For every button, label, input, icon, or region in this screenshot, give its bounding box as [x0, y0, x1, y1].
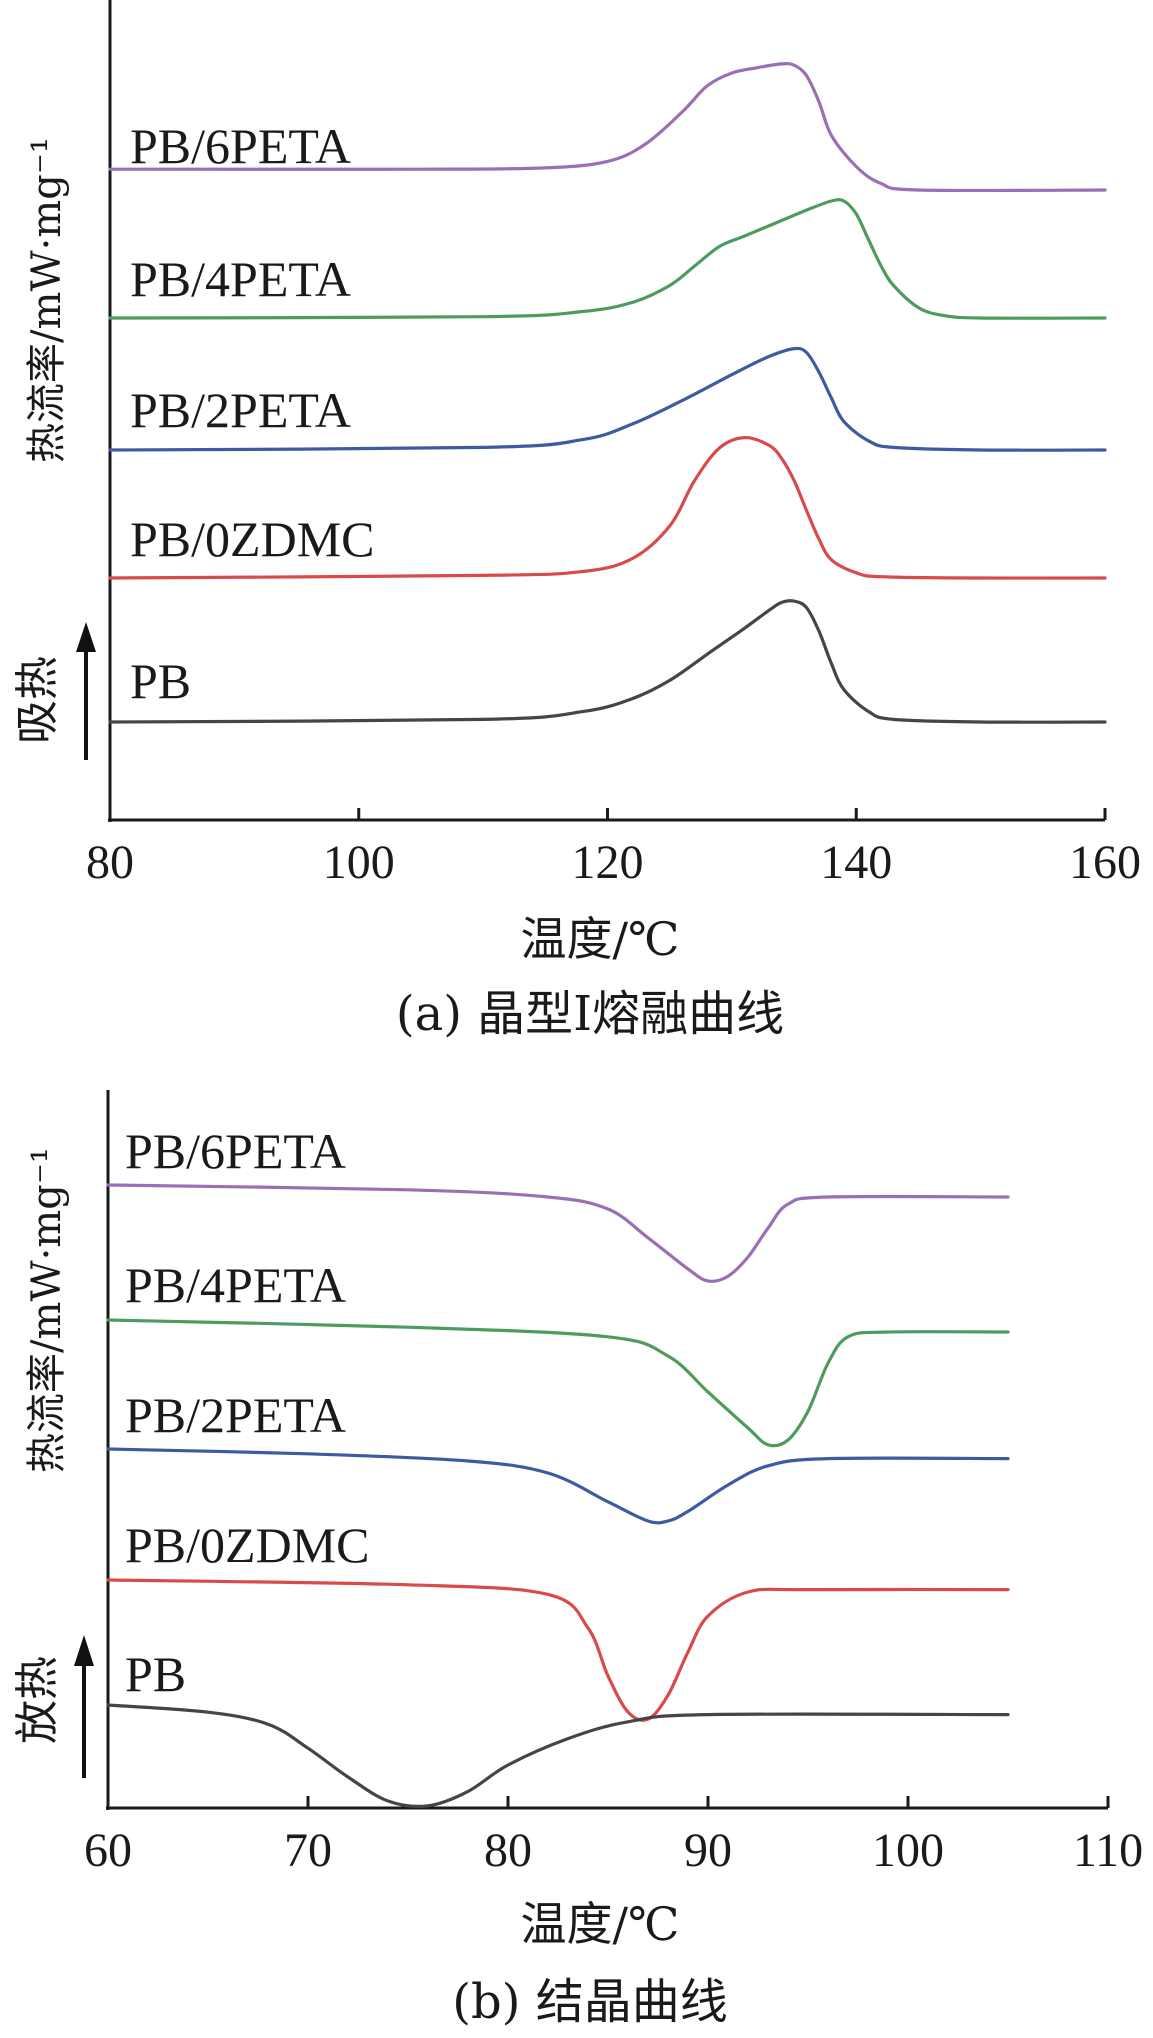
panel-a-series-label-pb: PB — [130, 653, 191, 709]
panel-a-series-label-pb-0zdmc: PB/0ZDMC — [130, 511, 375, 567]
panel-a: 80 100 120 140 160 PB/6PETAPB/4PETAPB/2PETAP… — [12, 0, 1141, 1042]
panel-a-series-label-pb-2peta: PB/2PETA — [130, 382, 351, 438]
panel-b-y-axis-title: 热流率/mW·mg⁻¹ — [24, 1147, 70, 1473]
panel-b-x-tick-label: 90 — [684, 1824, 732, 1877]
panel-b-series-line-pb-2peta — [106, 1447, 1010, 1525]
panel-a-x-tick-label: 160 — [1069, 836, 1141, 889]
panel-a-x-tick-label: 140 — [820, 836, 892, 889]
panel-a-direction-indicator: 吸热 — [12, 622, 96, 760]
panel-b-x-axis-title: 温度/℃ — [521, 1897, 680, 1951]
panel-b-direction-arrowhead — [74, 1635, 94, 1666]
panel-a-series-line-pb-0zdmc — [108, 435, 1107, 580]
panel-b-series-label-pb-2peta: PB/2PETA — [125, 1387, 346, 1443]
panel-b-caption: (b) 结晶曲线 — [452, 1974, 727, 2030]
panel-a-series-line-pb-2peta — [108, 346, 1107, 452]
panel-a-series-line-pb-4peta — [108, 198, 1107, 320]
panel-a-x-tick-label: 80 — [86, 836, 134, 889]
panel-b-series-label-pb-0zdmc: PB/0ZDMC — [125, 1517, 370, 1573]
panel-b-series-line-pb-0zdmc — [106, 1578, 1010, 1722]
panel-b-x-tick-label: 70 — [284, 1824, 332, 1877]
panel-a-direction-label: 吸热 — [12, 656, 63, 744]
panel-b-direction-label: 放热 — [12, 1656, 63, 1744]
panel-a-ticks: 80 100 120 140 160 — [86, 808, 1141, 889]
panel-a-series-line-pb — [108, 599, 1107, 724]
panel-b-series-label-pb-6peta: PB/6PETA — [125, 1123, 346, 1179]
panel-a-series-line-pb-6peta — [108, 62, 1107, 193]
panel-b-x-tick-label: 60 — [84, 1824, 132, 1877]
panel-b-series-label-pb: PB — [125, 1646, 186, 1702]
panel-b-x-tick-label: 110 — [1073, 1824, 1143, 1877]
panel-b-series-line-pb-6peta — [106, 1183, 1010, 1283]
panel-a-direction-arrowhead — [76, 622, 96, 652]
panel-a-series: PB/6PETA PB/4PETA PB/2PETA PB/0ZDMC PB — [108, 62, 1107, 724]
panel-a-series-label-pb-6peta: PB/6PETA — [130, 118, 351, 174]
panel-a-series-label-pb-4peta: PB/4PETA — [130, 251, 351, 307]
panel-b-series: PB/6PETA PB/4PETA PB/2PETA PB/0ZDMC PB — [106, 1123, 1010, 1808]
panel-b-series-label-pb-4peta: PB/4PETA — [125, 1257, 346, 1313]
panel-a-caption: (a) 晶型Ⅰ熔融曲线 — [396, 986, 784, 1042]
panel-b-x-tick-label: 80 — [484, 1824, 532, 1877]
panel-a-x-axis-title: 温度/℃ — [521, 912, 680, 966]
panel-b-ticks: 60 70 80 90 100 110 — [84, 1796, 1143, 1877]
panel-a-y-axis-title: 热流率/mW·mg⁻¹ — [24, 137, 70, 463]
panel-b: 60 70 80 90 100 110 PB/6PETAPB/4PETAPB/2PETAP… — [12, 1090, 1143, 2030]
panel-b-direction-indicator: 放热 — [12, 1635, 94, 1778]
panel-a-x-tick-label: 100 — [323, 836, 395, 889]
panel-b-x-tick-label: 100 — [872, 1824, 944, 1877]
panel-a-x-tick-label: 120 — [572, 836, 644, 889]
panel-b-series-line-pb-4peta — [106, 1318, 1010, 1448]
panel-b-series-line-pb — [106, 1703, 1010, 1808]
